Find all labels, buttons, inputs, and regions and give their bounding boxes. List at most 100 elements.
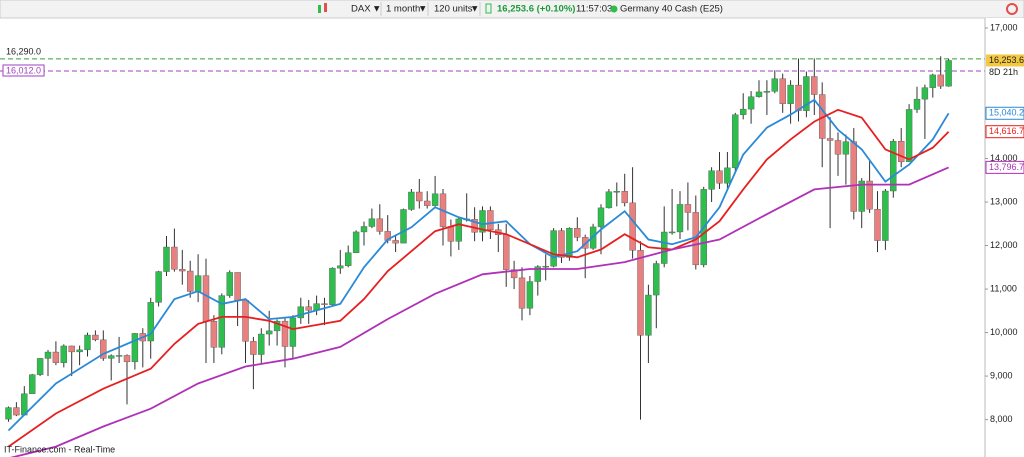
candle-body	[424, 200, 431, 206]
candle-body	[724, 167, 731, 184]
candle-body	[558, 230, 565, 258]
candle-body	[526, 281, 534, 309]
candle-body	[305, 306, 312, 311]
chart-type-icon[interactable]	[318, 5, 321, 13]
candle-body	[834, 140, 842, 155]
countdown-box	[986, 66, 1024, 79]
candle-body	[115, 355, 123, 357]
candle-body	[68, 345, 75, 353]
candle-body	[218, 295, 226, 348]
candle-body	[518, 277, 526, 309]
candle-body	[858, 180, 865, 212]
candle-body	[281, 320, 289, 347]
candle-body	[297, 306, 304, 319]
candle-body	[850, 141, 857, 212]
y-tick-label: 17,000	[990, 22, 1018, 32]
candle-body	[550, 230, 557, 267]
candle-body	[186, 270, 194, 292]
candle-body	[566, 227, 573, 258]
candle-body	[44, 351, 52, 359]
candle-body	[597, 207, 605, 228]
candle-body	[29, 374, 36, 394]
candle-body	[202, 275, 210, 322]
candle-body	[747, 96, 755, 110]
candle-body	[842, 141, 850, 155]
candle-body	[5, 407, 12, 420]
plot	[0, 56, 985, 457]
candle-body	[929, 74, 936, 88]
moving-average	[10, 166, 949, 457]
candle-body	[534, 266, 541, 282]
candle-body	[250, 341, 257, 355]
candle-body	[123, 355, 131, 363]
candle-body	[795, 84, 802, 111]
candle-body	[503, 234, 510, 270]
y-tick-label: 14,000	[990, 153, 1018, 163]
countdown: 8D 21h	[989, 67, 1018, 77]
candle-body	[234, 272, 241, 301]
candle-body	[487, 210, 494, 230]
symbol[interactable]: DAX	[351, 4, 371, 15]
candle-body	[171, 246, 178, 270]
candle-body	[574, 227, 581, 238]
candle-body	[905, 109, 913, 163]
candle-body	[431, 193, 439, 206]
status-dot	[610, 5, 618, 13]
price-box	[986, 54, 1024, 67]
dropdown-arrow[interactable]: ▼	[372, 4, 381, 15]
y-tick-label: 13,000	[990, 196, 1018, 206]
candle-body	[826, 138, 834, 141]
y-axis: 8,000 9,000 10,000 11,000 12,000 13,000 14,000…	[984, 18, 1024, 457]
candle-body	[676, 204, 684, 233]
chart-type-icon[interactable]	[324, 3, 327, 12]
last-value-box	[985, 160, 1024, 174]
candle-body	[337, 265, 344, 269]
y-tick-label: 10,000	[990, 327, 1018, 337]
candle-body	[289, 317, 297, 347]
candle-body	[329, 267, 336, 305]
candle-body	[368, 218, 376, 227]
instrument: Germany 40 Cash (E25)	[620, 4, 723, 15]
candle-body	[921, 87, 929, 100]
candle-body	[107, 355, 115, 359]
candle-body	[360, 226, 368, 233]
last-value-label: 15,040.2	[989, 108, 1024, 118]
last-value-box	[985, 106, 1024, 120]
candle-body	[408, 191, 415, 210]
level-label: 16,290.0	[6, 46, 41, 56]
candle-body	[416, 191, 423, 202]
candle-body	[84, 334, 91, 351]
candle-body	[510, 269, 518, 279]
candle-body	[732, 114, 739, 169]
y-tick-label: 11,000	[990, 283, 1017, 293]
dropdown-arrow[interactable]: ▼	[470, 4, 479, 15]
interval[interactable]: 1 month	[386, 4, 420, 15]
candle-body	[163, 246, 170, 272]
toolbar: DAX ▼ 1 month ▼ 120 units ▼ 16,253.6 (+0…	[0, 0, 1024, 19]
y-tick-label: 8,000	[990, 414, 1013, 424]
footer: IT-Finance.com - Real-Time	[4, 444, 115, 454]
candle-body	[945, 60, 952, 87]
candle-body	[321, 303, 328, 305]
candle-body	[613, 191, 620, 193]
candle-body	[179, 269, 186, 272]
candle-body	[653, 263, 660, 296]
refresh-icon[interactable]	[1006, 3, 1018, 15]
candle-body	[155, 271, 162, 303]
units[interactable]: 120 units	[434, 4, 473, 15]
candle-body	[542, 265, 549, 268]
dropdown-arrow[interactable]: ▼	[418, 4, 427, 15]
price-label: 16,253.6	[989, 55, 1024, 65]
candle-body	[874, 209, 881, 241]
candle-body	[866, 180, 873, 210]
candle-body	[258, 333, 265, 355]
candle-body	[937, 74, 944, 87]
candle-body	[763, 91, 771, 93]
candle-body	[605, 191, 613, 209]
candle-body	[455, 218, 462, 242]
y-tick-label: 12,000	[990, 240, 1018, 250]
candle-body	[400, 209, 407, 244]
candle-body	[100, 339, 107, 359]
candle-body	[210, 321, 218, 348]
